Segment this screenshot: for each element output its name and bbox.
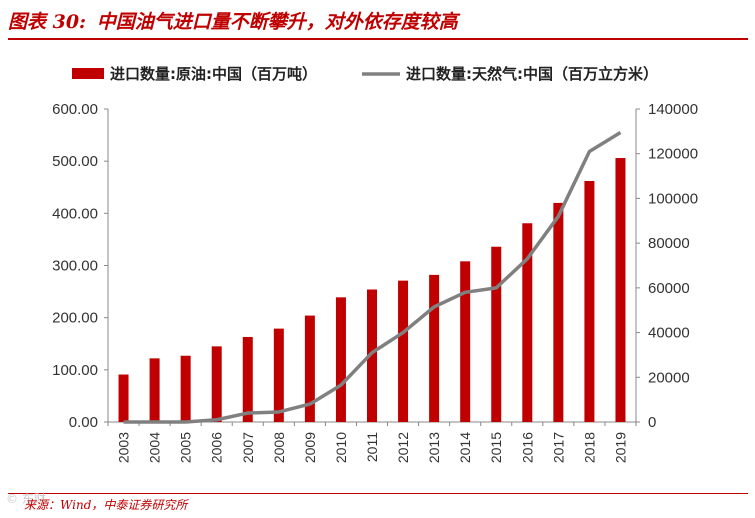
bar-crude-oil	[211, 346, 222, 422]
bar-crude-oil	[460, 261, 471, 422]
y-right-tick-label: 20000	[648, 369, 690, 386]
bar-crude-oil	[242, 336, 253, 422]
figure-number: 图表 30:	[8, 11, 87, 33]
legend-bar-label: 进口数量:原油:中国（百万吨）	[110, 65, 317, 83]
footer-divider	[8, 493, 748, 494]
x-tick-label: 2016	[519, 432, 535, 463]
y-left-tick-label: 400.00	[52, 205, 98, 222]
x-tick-label: 2010	[333, 432, 349, 463]
legend-bar-swatch	[72, 68, 104, 79]
y-left-tick-label: 300.00	[52, 258, 98, 275]
x-tick-label: 2018	[581, 432, 597, 463]
x-tick-label: 2012	[395, 432, 411, 463]
x-tick-label: 2015	[488, 432, 504, 463]
x-tick-label: 2019	[612, 432, 628, 463]
bar-crude-oil	[491, 246, 502, 422]
bar-crude-oil	[149, 358, 160, 422]
x-tick-label: 2003	[116, 432, 132, 463]
source-note: 来源：Wind，中泰证券研究所	[24, 498, 188, 512]
bar-crude-oil	[615, 158, 626, 422]
bar-crude-oil	[367, 289, 377, 422]
y-left-tick-label: 600.00	[52, 101, 98, 118]
y-left-tick-label: 0.00	[69, 414, 98, 431]
bar-crude-oil	[304, 315, 315, 422]
x-tick-label: 2017	[550, 432, 566, 463]
y-right-tick-label: 100000	[648, 190, 698, 207]
x-tick-label: 2011	[364, 432, 380, 462]
bar-crude-oil	[180, 355, 191, 422]
x-tick-label: 2008	[271, 432, 287, 463]
figure-title: 图表 30: 中国油气进口量不断攀升，对外依存度较高	[8, 8, 748, 40]
bar-crude-oil	[553, 202, 564, 422]
y-right-tick-label: 140000	[648, 101, 698, 118]
y-right-tick-label: 40000	[648, 325, 690, 342]
y-right-tick-label: 80000	[648, 235, 690, 252]
bar-crude-oil	[398, 280, 409, 422]
x-tick-label: 2004	[147, 432, 163, 463]
x-tick-label: 2007	[240, 432, 256, 463]
figure-title-text: 中国油气进口量不断攀升，对外依存度较高	[96, 11, 458, 33]
bar-crude-oil	[584, 180, 595, 422]
bar-crude-oil	[118, 374, 129, 422]
bar-crude-oil	[335, 297, 346, 422]
x-tick-label: 2013	[426, 432, 442, 463]
x-tick-label: 2006	[209, 432, 225, 463]
x-tick-label: 2005	[178, 432, 194, 463]
y-right-tick-label: 120000	[648, 146, 698, 163]
watermark: © 东财	[6, 492, 46, 506]
y-left-tick-label: 200.00	[52, 310, 98, 327]
bar-crude-oil	[429, 274, 440, 422]
y-left-tick-label: 500.00	[52, 153, 98, 170]
x-tick-label: 2009	[302, 432, 318, 463]
y-right-tick-label: 60000	[648, 280, 690, 297]
bar-crude-oil	[273, 328, 284, 422]
y-right-tick-label: 0	[648, 414, 656, 431]
legend-line-label: 进口数量:天然气:中国（百万立方米）	[406, 65, 658, 83]
y-left-tick-label: 100.00	[52, 362, 98, 379]
bar-crude-oil	[522, 223, 533, 422]
x-tick-label: 2014	[457, 432, 473, 463]
